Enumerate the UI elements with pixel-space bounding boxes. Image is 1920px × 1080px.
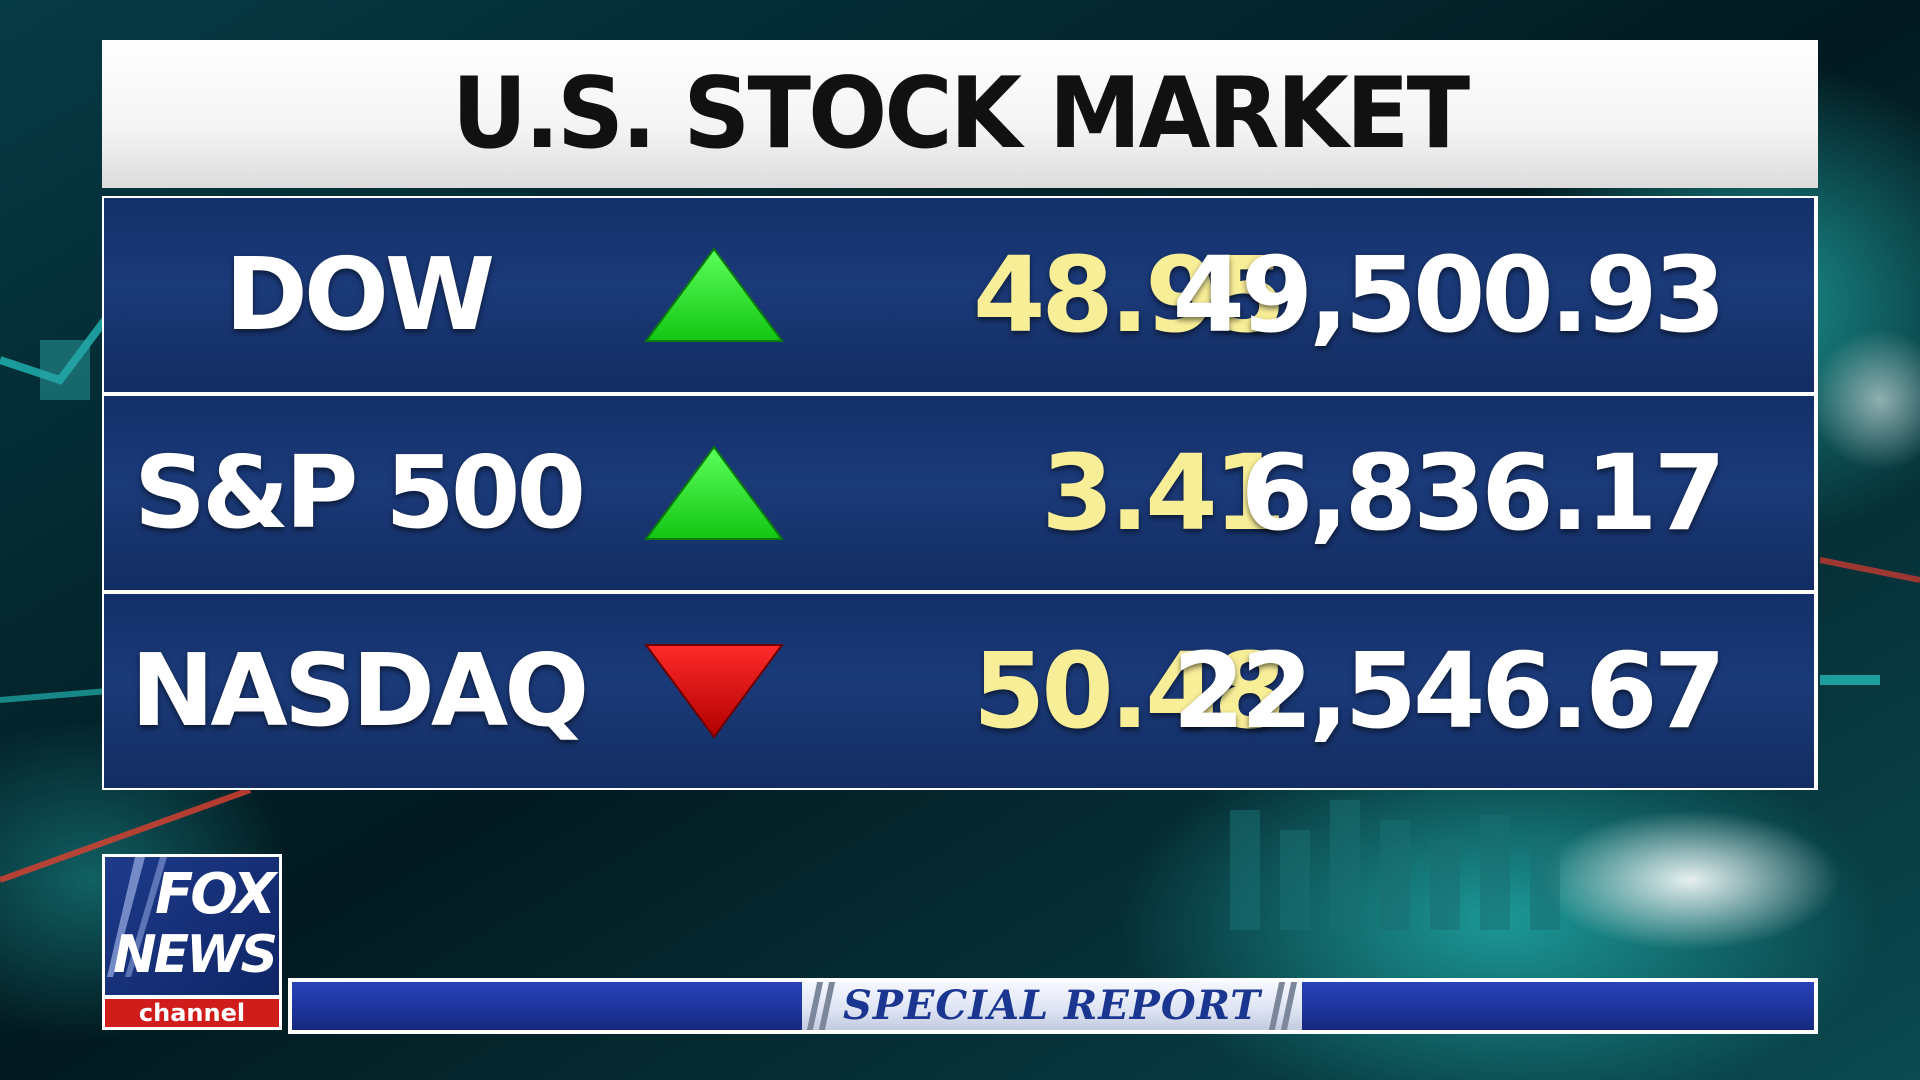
table-row-dow: DOW 48.95 49,500.93 [104, 198, 1814, 392]
searchlight-icon [107, 857, 167, 977]
up-triangle-icon [644, 198, 784, 392]
up-triangle-icon [644, 396, 784, 590]
change-value: 50.48 [973, 630, 1286, 752]
table-row-nasdaq: NASDAQ 50.48 22,546.67 [104, 594, 1814, 788]
page-title: U.S. STOCK MARKET [452, 57, 1470, 171]
banner-bar: SPECIAL REPORT [292, 982, 1814, 1030]
down-triangle-icon [644, 594, 784, 788]
index-value: 49,500.93 [1172, 234, 1726, 356]
logo-fox-text: FOX [154, 862, 276, 927]
banner-plate: SPECIAL REPORT [802, 982, 1302, 1030]
show-banner: SPECIAL REPORT [288, 978, 1818, 1034]
change-value: 48.95 [973, 234, 1286, 356]
index-name: NASDAQ [130, 632, 590, 749]
logo-channel-text: channel [105, 999, 279, 1027]
logo-news-text: NEWS [113, 925, 278, 985]
fox-news-logo: FOX NEWS channel [102, 854, 282, 1030]
logo-wordmark: FOX NEWS [105, 857, 279, 995]
show-title: SPECIAL REPORT [842, 982, 1262, 1029]
stock-board: DOW 48.95 49,500.93 S&P 500 3.41 6,836.1… [102, 196, 1818, 790]
index-name: S&P 500 [133, 434, 586, 551]
index-value: 6,836.17 [1240, 432, 1726, 554]
index-name: DOW [224, 236, 495, 353]
title-bar: U.S. STOCK MARKET [102, 40, 1818, 188]
index-value: 22,546.67 [1172, 630, 1726, 752]
table-row-sp500: S&P 500 3.41 6,836.17 [104, 396, 1814, 590]
change-value: 3.41 [1041, 432, 1286, 554]
